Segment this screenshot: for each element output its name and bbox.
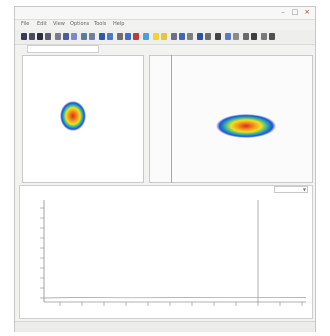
maximize-icon[interactable]: □ xyxy=(291,8,299,16)
menu-edit[interactable]: Edit xyxy=(37,21,47,27)
chevron-down-icon[interactable]: ▼ xyxy=(302,187,306,192)
toolbar-button-13[interactable] xyxy=(125,33,131,40)
toolbar-button-2[interactable] xyxy=(29,33,35,40)
toolbar-button-23[interactable] xyxy=(215,33,221,40)
toolbar-button-17[interactable] xyxy=(161,33,167,40)
toolbar-button-19[interactable] xyxy=(179,33,185,40)
toolbar xyxy=(15,30,315,45)
toolbar-button-9[interactable] xyxy=(89,33,95,40)
beam-spot-right xyxy=(216,114,276,138)
toolbar-button-11[interactable] xyxy=(107,33,113,40)
toolbar-button-29[interactable] xyxy=(269,33,275,40)
toolbar-button-8[interactable] xyxy=(81,33,87,40)
app-window: – □ × File Edit View Options Tools Help xyxy=(14,6,316,332)
close-icon[interactable]: × xyxy=(304,8,310,16)
tab-bar xyxy=(15,45,315,53)
beam-pane-right xyxy=(149,55,313,183)
toolbar-button-18[interactable] xyxy=(171,33,177,40)
tab-active[interactable] xyxy=(27,45,99,53)
toolbar-button-1[interactable] xyxy=(21,33,27,40)
toolbar-button-25[interactable] xyxy=(233,33,239,40)
menu-help[interactable]: Help xyxy=(113,21,125,27)
status-bar xyxy=(15,321,315,332)
toolbar-button-5[interactable] xyxy=(55,33,61,40)
x-ticks xyxy=(59,302,303,306)
beam-spot-left xyxy=(60,101,86,131)
toolbar-button-15[interactable] xyxy=(143,33,149,40)
menu-options[interactable]: Options xyxy=(70,21,90,27)
y-ticks xyxy=(40,207,44,299)
menu-bar: File Edit View Options Tools Help xyxy=(15,20,315,29)
profile-graph xyxy=(40,200,307,306)
toolbar-button-28[interactable] xyxy=(261,33,267,40)
minimize-icon[interactable]: – xyxy=(281,8,285,16)
toolbar-button-14[interactable] xyxy=(133,33,139,40)
toolbar-button-27[interactable] xyxy=(251,33,257,40)
toolbar-button-6[interactable] xyxy=(63,33,69,40)
toolbar-button-4[interactable] xyxy=(45,33,51,40)
graph-selector[interactable]: ▼ xyxy=(274,186,308,193)
graph-header: ▼ xyxy=(20,186,312,194)
toolbar-button-20[interactable] xyxy=(187,33,193,40)
toolbar-button-3[interactable] xyxy=(37,33,43,40)
toolbar-button-16[interactable] xyxy=(153,33,159,40)
toolbar-button-26[interactable] xyxy=(243,33,249,40)
beam-pane-left xyxy=(22,55,144,183)
toolbar-button-24[interactable] xyxy=(225,33,231,40)
toolbar-button-10[interactable] xyxy=(99,33,105,40)
toolbar-button-12[interactable] xyxy=(117,33,123,40)
toolbar-button-7[interactable] xyxy=(71,33,77,40)
view-splitter[interactable] xyxy=(171,55,172,183)
menu-view[interactable]: View xyxy=(53,21,65,27)
title-bar: – □ × xyxy=(15,7,315,20)
toolbar-button-22[interactable] xyxy=(205,33,211,40)
profile-graph-panel: ▼ xyxy=(19,185,313,319)
menu-file[interactable]: File xyxy=(21,21,30,27)
toolbar-button-21[interactable] xyxy=(197,33,203,40)
profile-line xyxy=(43,297,307,299)
menu-tools[interactable]: Tools xyxy=(94,21,107,27)
